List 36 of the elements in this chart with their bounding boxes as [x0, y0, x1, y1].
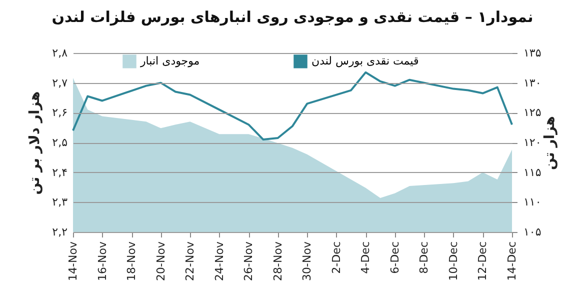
legend-label: قیمت نقدی بورس لندن [312, 54, 419, 68]
x-tick-label: 12-Dec [476, 242, 490, 281]
legend-label: موجودی انبار [140, 54, 200, 68]
y-tick-label: ۲,۷ [52, 76, 68, 90]
y-tick-label: ۲,۶ [52, 106, 68, 120]
y2-axis-title: هزار تن [542, 116, 558, 170]
y-tick-label: ۲,۴ [52, 166, 68, 179]
y2-tick-label: ۱۱۰ [524, 196, 542, 209]
y2-tick-label: ۱۲۰ [524, 136, 542, 149]
x-tick-label: 6-Dec [388, 242, 402, 274]
y2-tick-label: ۱۱۵ [524, 166, 542, 179]
y2-tick-label: ۱۲۵ [524, 106, 542, 120]
x-tick-label: 26-Nov [242, 241, 256, 281]
x-tick-label: 4-Dec [359, 242, 372, 274]
y2-tick-label: ۱۰۵ [524, 226, 542, 238]
x-tick-label: 18-Nov [125, 241, 138, 281]
y-tick-label: ۲,۳ [52, 196, 68, 209]
x-tick-label: 8-Dec [418, 242, 431, 274]
x-tick-label: 20-Nov [154, 241, 168, 281]
y-tick-label: ۲,۲ [52, 226, 68, 238]
x-tick-label: 14-Nov [66, 241, 80, 281]
x-tick-label: 10-Dec [446, 242, 460, 281]
y-tick-label: ۲,۸ [52, 46, 68, 60]
y2-tick-label: ۱۳۰ [524, 76, 542, 90]
y2-tick-label: ۱۳۵ [524, 46, 542, 60]
x-tick-label: 24-Nov [212, 241, 226, 281]
x-tick-label: 30-Nov [300, 241, 314, 281]
chart-title: نمودار۱ – قیمت نقدی و موجودی روی انبارهای بورس فلزات لندن [52, 8, 534, 26]
y-axis-title: هزار دلار بر تن [27, 91, 44, 195]
x-tick-label: 2-Dec [330, 242, 343, 274]
line-series [72, 71, 513, 141]
y-tick-label: ۲,۵ [52, 136, 68, 149]
x-tick-label: 28-Nov [271, 241, 284, 281]
x-tick-label: 14-Dec [506, 242, 518, 281]
x-tick-label: 16-Nov [96, 241, 109, 281]
x-tick-label: 22-Nov [184, 241, 197, 281]
